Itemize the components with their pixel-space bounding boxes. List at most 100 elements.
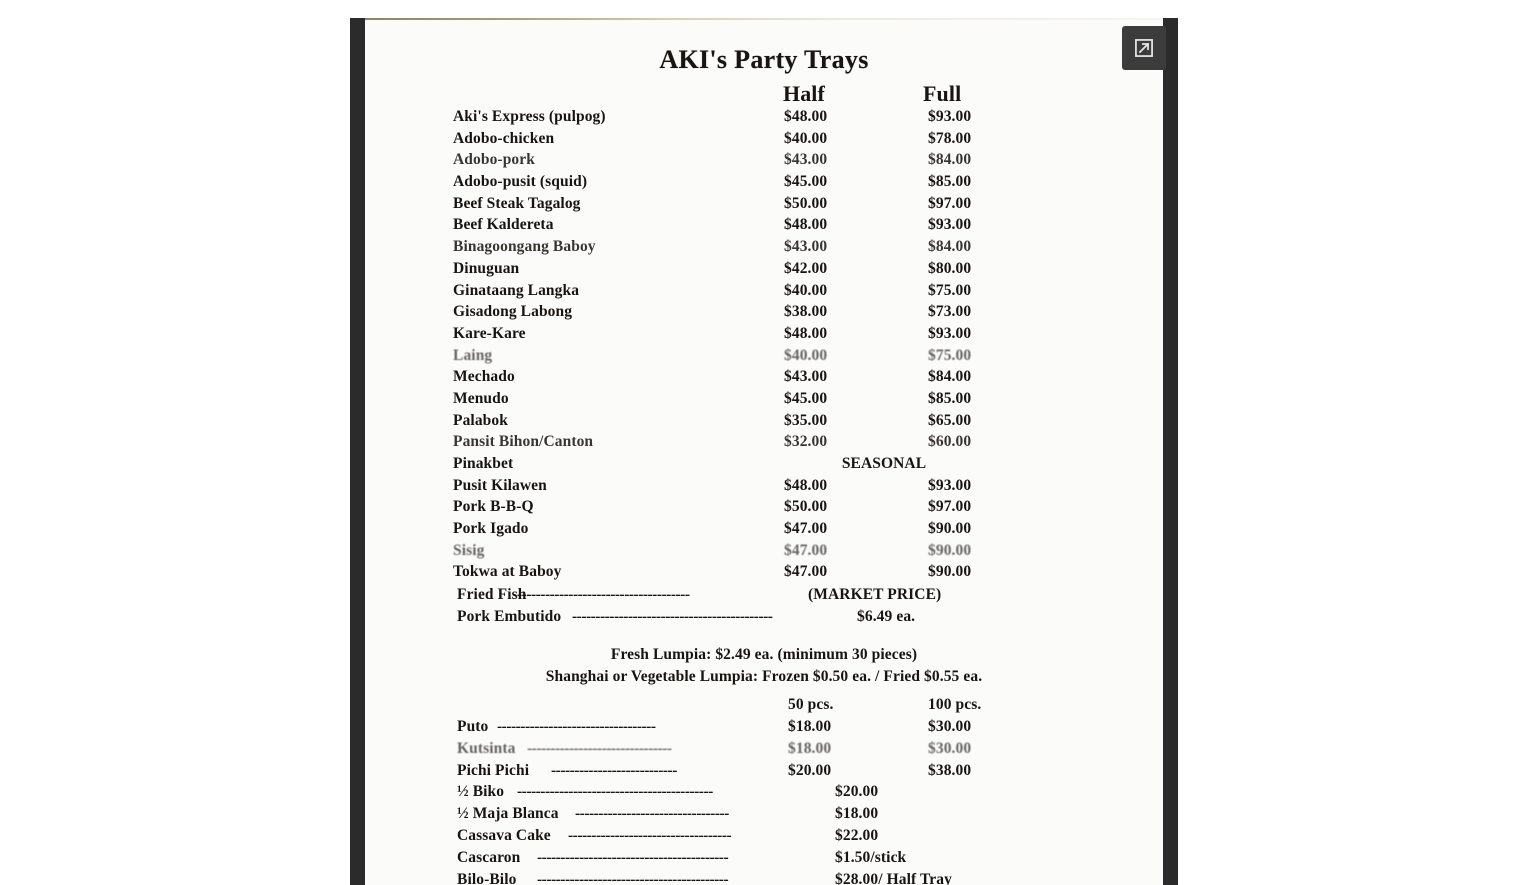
menu-item-full-price: $90.00: [928, 541, 972, 559]
menu-item-half-price: $50.00: [784, 498, 828, 516]
menu-item-half-price: $38.00: [784, 303, 828, 321]
menu-item-full-price: $84.00: [928, 151, 972, 169]
menu-item-half-price: $43.00: [784, 238, 828, 256]
menu-item-name: Adobo-pork: [453, 151, 535, 169]
dessert-item-50pcs-price: $20.00: [788, 761, 832, 779]
menu-item-name: Tokwa at Baboy: [453, 563, 562, 581]
dessert-item-100pcs-price: $30.00: [928, 739, 972, 757]
menu-item-name: Palabok: [453, 411, 508, 429]
dessert-item-price: $18.00: [835, 805, 879, 823]
menu-item-half-price: $40.00: [784, 346, 828, 364]
menu-item-half-price: $43.00: [784, 151, 828, 169]
menu-item-full-price: $80.00: [928, 259, 972, 277]
menu-item-half-price: $48.00: [784, 324, 828, 342]
menu-item-full-price: $65.00: [928, 411, 972, 429]
column-header-full: Full: [923, 81, 962, 106]
menu-item-full-price: $85.00: [928, 389, 972, 407]
menu-item-half-price: $48.00: [784, 216, 828, 234]
menu-item-name: Pansit Bihon/Canton: [453, 433, 594, 451]
menu-row: Mechado $43.00 $84.00: [365, 368, 1163, 390]
menu-item-name: Pinakbet: [453, 455, 514, 472]
dessert-item-name: Kutsinta: [457, 739, 516, 757]
menu-item-name: Sisig: [453, 541, 485, 559]
menu-item-half-price: $45.00: [784, 389, 828, 407]
menu-item-full-price: $73.00: [928, 303, 972, 321]
menu-item-name: Pusit Kilawen: [453, 476, 547, 494]
dessert-item-price: $20.00: [835, 783, 879, 801]
dessert-row: Cassava Cake ----------------------------…: [365, 827, 1163, 849]
menu-item-price: $6.49 ea.: [857, 607, 916, 625]
menu-item-full-price: $84.00: [928, 368, 972, 386]
dessert-item-name: ½ Biko: [457, 783, 505, 801]
menu-item-half-price: $45.00: [784, 173, 828, 191]
dotted-leader: ---------------------------------: [575, 805, 729, 823]
dessert-item-price: $22.00: [835, 826, 879, 844]
menu-item-name: Laing: [453, 346, 493, 364]
column-header-50pcs: 50 pcs.: [788, 696, 834, 713]
menu-row: Laing $40.00 $75.00: [365, 347, 1163, 369]
menu-row: Pusit Kilawen $48.00 $93.00: [365, 477, 1163, 499]
menu-item-name: Menudo: [453, 389, 509, 407]
dotted-leader: ----------------------------------------…: [537, 870, 729, 885]
menu-row: Aki's Express (pulpog) $48.00 $93.00: [365, 108, 1163, 130]
menu-item-half-price: $47.00: [784, 541, 828, 559]
menu-item-full-price: $90.00: [928, 520, 972, 538]
menu-row: Beef Steak Tagalog $50.00 $97.00: [365, 195, 1163, 217]
menu-row: Gisadong Labong $38.00 $73.00: [365, 303, 1163, 325]
external-link-icon: [1133, 37, 1155, 59]
dessert-item-50pcs-price: $18.00: [788, 739, 832, 757]
menu-row: Tokwa at Baboy $47.00 $90.00: [365, 563, 1163, 585]
menu-item-full-price: $85.00: [928, 173, 972, 191]
menu-item-half-price: $40.00: [784, 281, 828, 299]
menu-item-half-price: $48.00: [784, 476, 828, 494]
dotted-leader: ---------------------------: [551, 761, 677, 779]
menu-item-name: Dinuguan: [453, 259, 520, 277]
scanned-menu-page: AKI's Party Trays Half Full Aki's Expres…: [365, 18, 1163, 885]
menu-row: Palabok $35.00 $65.00: [365, 412, 1163, 434]
menu-item-name: Kare-Kare: [453, 324, 526, 342]
dessert-item-name: Pichi Pichi: [457, 761, 530, 779]
dotted-leader: -------------------------------: [527, 739, 672, 757]
menu-row: Menudo $45.00 $85.00: [365, 390, 1163, 412]
menu-item-full-price: $93.00: [928, 324, 972, 342]
dessert-item-100pcs-price: $30.00: [928, 718, 972, 735]
menu-item-name: Adobo-chicken: [453, 129, 555, 147]
menu-item-full-price: $84.00: [928, 238, 972, 256]
dessert-item-price: $28.00/ Half Tray: [835, 870, 952, 885]
menu-item-name: Binagoongang Baboy: [453, 238, 596, 256]
dessert-item-name: Cascaron: [457, 848, 521, 866]
menu-item-full-price: $75.00: [928, 346, 972, 364]
dotted-leader: ----------------------------------------…: [572, 607, 773, 625]
dessert-row: Bilo-Bilo -------------------------------…: [365, 871, 1163, 885]
menu-item-price: (MARKET PRICE): [808, 586, 942, 603]
dessert-row: Kutsinta ------------------------------- $…: [365, 740, 1163, 762]
menu-item-name: Ginataang Langka: [453, 281, 580, 299]
menu-item-full-price: $93.00: [928, 216, 972, 234]
lumpia-note: Fresh Lumpia: $2.49 ea. (minimum 30 piec…: [610, 646, 918, 663]
menu-row: Fried Fish ------------------------------…: [365, 586, 1163, 608]
menu-item-name: Pork Embutido: [457, 607, 562, 625]
menu-item-full-price: $78.00: [928, 129, 972, 147]
page-left-edge-band: [350, 18, 365, 885]
column-header-100pcs: 100 pcs.: [928, 696, 982, 713]
dessert-item-price: $1.50/stick: [835, 848, 907, 866]
menu-item-full-price: $93.00: [928, 108, 972, 125]
menu-item-full-price: $60.00: [928, 433, 972, 451]
menu-row: Pork B-B-Q $50.00 $97.00: [365, 498, 1163, 520]
dotted-leader: -----------------------------------: [568, 826, 732, 844]
menu-item-half-price: $47.00: [784, 520, 828, 538]
menu-row: Sisig $47.00 $90.00: [365, 542, 1163, 564]
special-price-list: Fried Fish ------------------------------…: [365, 586, 1163, 629]
menu-item-name: Gisadong Labong: [453, 303, 573, 321]
open-in-new-window-button[interactable]: [1122, 26, 1166, 70]
menu-row: Adobo-chicken $40.00 $78.00: [365, 130, 1163, 152]
menu-row: Pork Embutido ---------------------------…: [365, 608, 1163, 630]
dotted-leader: ----------------------------------: [497, 718, 656, 735]
menu-item-half-price: $40.00: [784, 129, 828, 147]
dessert-item-name: ½ Maja Blanca: [457, 805, 559, 823]
menu-item-half-price: $47.00: [784, 563, 828, 581]
menu-row: Pork Igado $47.00 $90.00: [365, 520, 1163, 542]
menu-row: Kare-Kare $48.00 $93.00: [365, 325, 1163, 347]
menu-item-full-price: $97.00: [928, 194, 972, 212]
